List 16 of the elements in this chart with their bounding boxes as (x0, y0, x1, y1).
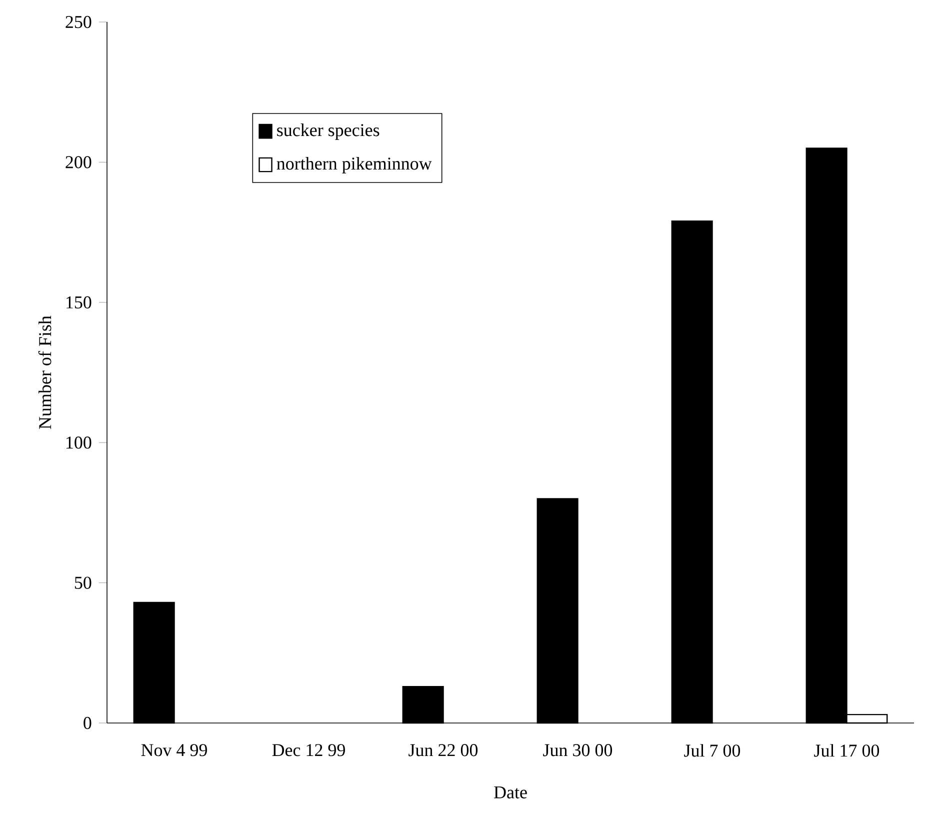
x-tick-label: Jul 7 00 (684, 744, 740, 757)
y-tick-label: 50 (74, 576, 92, 589)
x-axis-title: Date (494, 786, 527, 798)
legend-label: northern pikeminnow (276, 157, 432, 174)
y-tick-label: 200 (66, 156, 92, 168)
x-tick-label: Dec 12 99 (272, 744, 345, 756)
x-tick-label: Nov 4 99 (141, 744, 207, 756)
y-tick-label: 0 (84, 716, 92, 730)
legend-label: sucker species (277, 124, 380, 140)
y-tick-label: 100 (66, 436, 92, 449)
y-tick-label: 250 (66, 16, 92, 28)
x-tick-label: Jun 22 00 (408, 744, 478, 756)
y-axis-title: Number of Fish (38, 316, 52, 429)
x-tick-label: Jul 17 00 (814, 744, 880, 757)
x-tick-label: Jun 30 00 (543, 744, 612, 756)
y-tick-label: 150 (66, 296, 92, 308)
